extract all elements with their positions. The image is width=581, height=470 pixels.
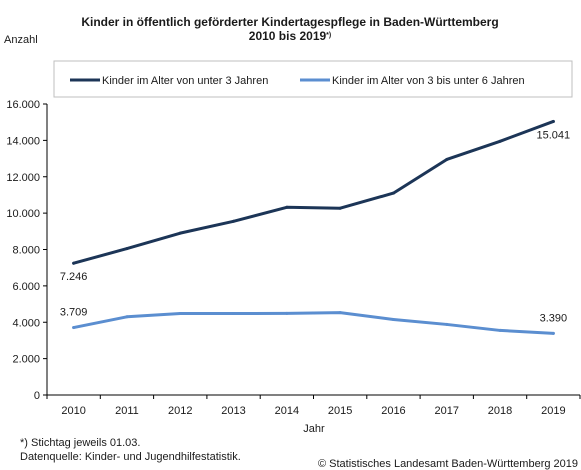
- data-labels: 7.246 15.041 3.709 3.390: [60, 129, 570, 324]
- x-tick-label: 2010: [61, 405, 85, 417]
- footnote-source: Datenquelle: Kinder- und Jugendhilfestat…: [20, 451, 241, 463]
- x-tick-label: 2017: [435, 405, 459, 417]
- y-tick-label: 2.000: [12, 354, 40, 366]
- series-1-point: [445, 322, 449, 326]
- x-tick-label: 2015: [328, 405, 352, 417]
- x-tick-label: 2014: [275, 405, 299, 417]
- series-1-point: [498, 328, 502, 332]
- series-1-point: [338, 311, 342, 315]
- series-1-point: [391, 318, 395, 322]
- footnote-note: *) Stichtag jeweils 01.03.: [20, 437, 140, 449]
- data-label: 15.041: [537, 129, 571, 141]
- x-tick-label: 2019: [541, 405, 565, 417]
- footnote-copyright: © Statistisches Landesamt Baden-Württemb…: [318, 458, 578, 470]
- series-1-point: [232, 312, 236, 316]
- series-0-point: [72, 261, 76, 265]
- series-line-0: [72, 119, 555, 265]
- y-axis-title: Anzahl: [4, 34, 38, 46]
- legend-label-under-3: Kinder im Alter von unter 3 Jahren: [102, 75, 268, 87]
- y-tick-label: 8.000: [12, 245, 40, 257]
- data-label: 3.709: [60, 307, 88, 319]
- x-tick-label: 2013: [221, 405, 245, 417]
- legend-label-3-to-6: Kinder im Alter von 3 bis unter 6 Jahren: [332, 75, 525, 87]
- series-0-point: [178, 231, 182, 235]
- x-tick-label: 2012: [168, 405, 192, 417]
- series-0-point: [498, 139, 502, 143]
- chart-title: Kinder in öffentlich geförderter Kindert…: [81, 15, 498, 29]
- y-tick-label: 4.000: [12, 317, 40, 329]
- series-1-point: [551, 331, 555, 335]
- x-axis-title: Jahr: [303, 423, 325, 435]
- series-0-point: [338, 206, 342, 210]
- series-0-point: [125, 247, 129, 251]
- series-1-point: [72, 326, 76, 330]
- series-1-point: [125, 315, 129, 319]
- x-tick-label: 2011: [115, 405, 139, 417]
- series-1-point: [285, 311, 289, 315]
- legend: Kinder im Alter von unter 3 Jahren Kinde…: [53, 60, 573, 98]
- x-tick-label: 2016: [381, 405, 405, 417]
- y-tick-label: 12.000: [6, 172, 40, 184]
- data-label: 7.246: [60, 271, 88, 283]
- series-1-point: [178, 312, 182, 316]
- y-tick-label: 16.000: [6, 99, 40, 111]
- series-0-point: [445, 157, 449, 161]
- chart-subtitle-marker: *): [326, 32, 331, 39]
- y-tick-label: 0: [34, 390, 40, 402]
- chart-subtitle-text: 2010 bis 2019: [249, 29, 327, 43]
- series-0-point: [551, 119, 555, 123]
- y-tick-label: 6.000: [12, 281, 40, 293]
- data-label: 3.390: [540, 312, 568, 324]
- chart-subtitle: 2010 bis 2019*): [249, 29, 331, 43]
- axes: 0 2.000 4.000 6.000 8.000 10.000 12.000 14.000 1…: [6, 99, 581, 417]
- y-tick-label: 14.000: [6, 135, 40, 147]
- y-tick-label: 10.000: [6, 208, 40, 220]
- series-0-point: [232, 219, 236, 223]
- series-line-1: [72, 311, 555, 335]
- series-0-point: [285, 205, 289, 209]
- series-layer: [72, 119, 555, 335]
- x-tick-label: 2018: [488, 405, 512, 417]
- series-0-point: [391, 191, 395, 195]
